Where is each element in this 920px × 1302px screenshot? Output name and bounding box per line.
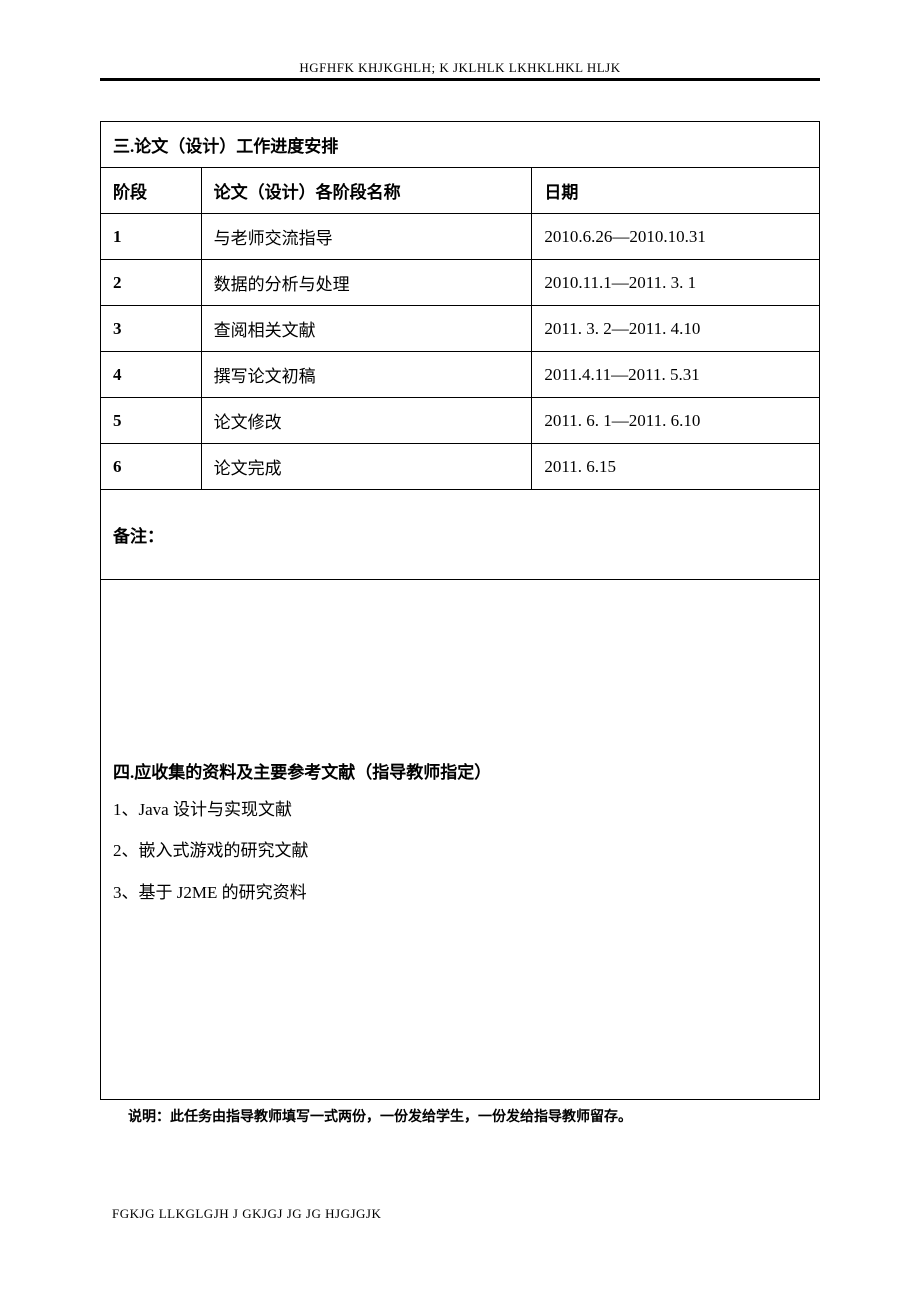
notes-label: 备注：: [101, 490, 820, 580]
row-date: 2011. 3. 2—2011. 4.10: [532, 306, 820, 352]
row-date: 2011.4.11—2011. 5.31: [532, 352, 820, 398]
table-row: 5 论文修改 2011. 6. 1—2011. 6.10: [101, 398, 820, 444]
col-header-name: 论文（设计）各阶段名称: [201, 168, 532, 214]
table-row: 1 与老师交流指导 2010.6.26—2010.10.31: [101, 214, 820, 260]
page-footer-text: FGKJG LLKGLGJH J GKJGJ JG JG HJGJGJK: [100, 1206, 820, 1222]
row-date: 2010.11.1—2011. 3. 1: [532, 260, 820, 306]
ref-item: 2、嵌入式游戏的研究文献: [113, 838, 807, 864]
table-row: 2 数据的分析与处理 2010.11.1—2011. 3. 1: [101, 260, 820, 306]
row-name: 数据的分析与处理: [201, 260, 532, 306]
row-num: 4: [101, 352, 202, 398]
table-row: 3 查阅相关文献 2011. 3. 2—2011. 4.10: [101, 306, 820, 352]
header-rule: [100, 78, 820, 81]
document-table: 三.论文（设计）工作进度安排 阶段 论文（设计）各阶段名称 日期 1 与老师交流…: [100, 121, 820, 1100]
section3-title: 三.论文（设计）工作进度安排: [101, 122, 820, 168]
row-date: 2011. 6.15: [532, 444, 820, 490]
footer-note: 说明：此任务由指导教师填写一式两份，一份发给学生，一份发给指导教师留存。: [100, 1106, 820, 1126]
row-num: 6: [101, 444, 202, 490]
page-header-text: HGFHFK KHJKGHLH; K JKLHLK LKHKLHKL HLJK: [100, 60, 820, 76]
table-row: 6 论文完成 2011. 6.15: [101, 444, 820, 490]
row-date: 2010.6.26—2010.10.31: [532, 214, 820, 260]
ref-item: 1、Java 设计与实现文献: [113, 797, 807, 823]
row-num: 2: [101, 260, 202, 306]
row-name: 论文修改: [201, 398, 532, 444]
row-date: 2011. 6. 1—2011. 6.10: [532, 398, 820, 444]
row-name: 撰写论文初稿: [201, 352, 532, 398]
row-name: 查阅相关文献: [201, 306, 532, 352]
col-header-date: 日期: [532, 168, 820, 214]
section4-cell: 四.应收集的资料及主要参考文献（指导教师指定） 1、Java 设计与实现文献 2…: [101, 580, 820, 1100]
row-name: 论文完成: [201, 444, 532, 490]
row-name: 与老师交流指导: [201, 214, 532, 260]
row-num: 1: [101, 214, 202, 260]
row-num: 5: [101, 398, 202, 444]
section4-title: 四.应收集的资料及主要参考文献（指导教师指定）: [113, 758, 807, 783]
table-row: 4 撰写论文初稿 2011.4.11—2011. 5.31: [101, 352, 820, 398]
col-header-stage: 阶段: [101, 168, 202, 214]
row-num: 3: [101, 306, 202, 352]
ref-item: 3、基于 J2ME 的研究资料: [113, 880, 807, 906]
